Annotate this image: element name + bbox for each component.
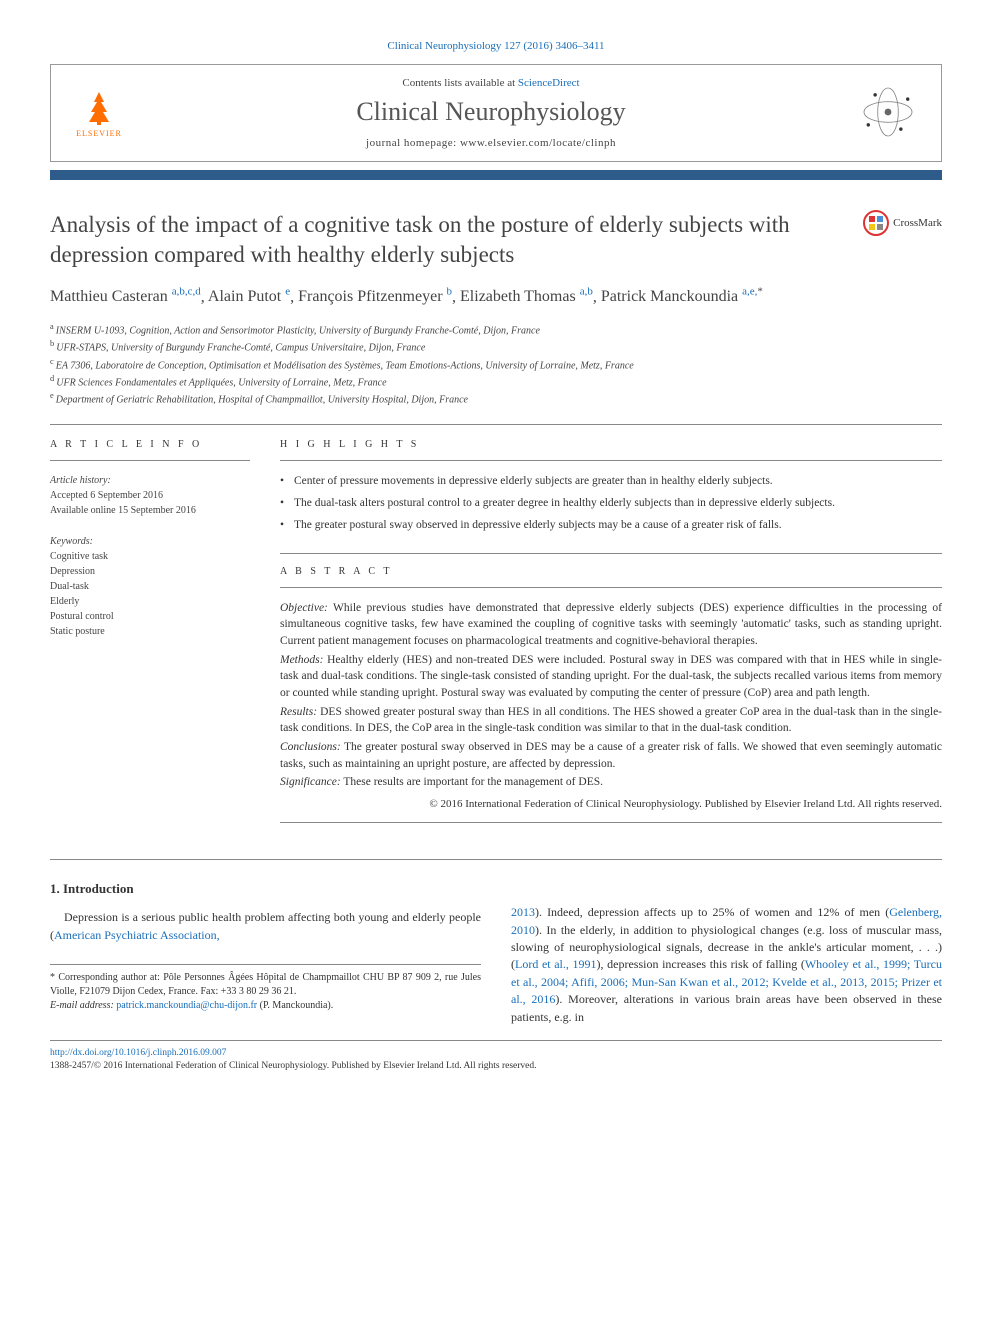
author: Elizabeth Thomas a,b: [460, 288, 593, 305]
affiliation: b UFR-STAPS, University of Burgundy Fran…: [50, 338, 942, 355]
abstract-body: Objective: While previous studies have d…: [280, 600, 942, 813]
author-affil-ref: a,e,: [742, 286, 757, 298]
methods-label: Methods:: [280, 654, 323, 666]
article-title: Analysis of the impact of a cognitive ta…: [50, 210, 863, 270]
sciencedirect-link[interactable]: ScienceDirect: [518, 77, 580, 89]
crossmark-badge[interactable]: CrossMark: [863, 210, 942, 236]
author-affil-ref: a,b: [580, 286, 593, 298]
page-footer: http://dx.doi.org/10.1016/j.clinph.2016.…: [50, 1040, 942, 1074]
results-text: DES showed greater postural sway than HE…: [280, 706, 942, 735]
keyword: Elderly: [50, 594, 250, 609]
ref-2013[interactable]: 2013: [511, 905, 535, 919]
highlights-head: H I G H L I G H T S: [280, 439, 942, 450]
abstract-copyright: © 2016 International Federation of Clini…: [280, 797, 942, 812]
email-label: E-mail address:: [50, 1000, 114, 1011]
online-date: Available online 15 September 2016: [50, 505, 196, 516]
intro-heading: 1. Introduction: [50, 880, 481, 899]
highlights-list: Center of pressure movements in depressi…: [280, 473, 942, 535]
journal-reference: Clinical Neurophysiology 127 (2016) 3406…: [50, 40, 942, 52]
ref-lord[interactable]: Lord et al., 1991: [515, 957, 597, 971]
objective-text: While previous studies have demonstrated…: [280, 602, 942, 647]
corresponding-star: *: [757, 286, 763, 298]
journal-name: Clinical Neurophysiology: [129, 97, 853, 127]
accepted-date: Accepted 6 September 2016: [50, 490, 163, 501]
doi-link[interactable]: http://dx.doi.org/10.1016/j.clinph.2016.…: [50, 1048, 226, 1058]
author: Alain Putot e: [208, 288, 290, 305]
author: Matthieu Casteran a,b,c,d: [50, 288, 201, 305]
affiliation: d UFR Sciences Fondamentales et Appliqué…: [50, 373, 942, 390]
homepage-url[interactable]: www.elsevier.com/locate/clinph: [460, 137, 616, 149]
keyword: Postural control: [50, 609, 250, 624]
contents-prefix: Contents lists available at: [402, 77, 517, 89]
author-affil-ref: a,b,c,d: [172, 286, 201, 298]
journal-header: ELSEVIER Contents lists available at Sci…: [50, 64, 942, 162]
keyword: Cognitive task: [50, 549, 250, 564]
corr-email[interactable]: patrick.manckoundia@chu-dijon.fr: [116, 1000, 257, 1011]
author: Patrick Manckoundia a,e,*: [601, 288, 763, 305]
clinph-logo-icon: [858, 82, 918, 142]
corr-text: Corresponding author at: Pôle Personnes …: [50, 972, 481, 997]
results-label: Results:: [280, 706, 317, 718]
keyword: Depression: [50, 564, 250, 579]
abstract-column: H I G H L I G H T S Center of pressure m…: [280, 439, 942, 836]
significance-label: Significance:: [280, 776, 341, 788]
keyword: Static posture: [50, 624, 250, 639]
elsevier-label: ELSEVIER: [76, 129, 122, 138]
abstract-head: A B S T R A C T: [280, 566, 942, 577]
journal-logo: [853, 77, 923, 147]
issn-line: 1388-2457/© 2016 International Federatio…: [50, 1061, 537, 1071]
author: François Pfitzenmeyer b: [298, 288, 452, 305]
objective-label: Objective:: [280, 602, 328, 614]
full-divider: [50, 859, 942, 860]
homepage-prefix: journal homepage:: [366, 137, 460, 149]
history-label: Article history:: [50, 475, 111, 486]
keyword: Dual-task: [50, 579, 250, 594]
crossmark-label: CrossMark: [893, 217, 942, 229]
authors-list: Matthieu Casteran a,b,c,d, Alain Putot e…: [50, 284, 942, 309]
conclusions-label: Conclusions:: [280, 741, 341, 753]
body-text: 1. Introduction Depression is a serious …: [50, 880, 942, 1026]
affiliations-list: a INSERM U-1093, Cognition, Action and S…: [50, 321, 942, 408]
intro-para-col2: 2013). Indeed, depression affects up to …: [511, 904, 942, 1026]
intro-para-col1: Depression is a serious public health pr…: [50, 909, 481, 944]
highlight-item: Center of pressure movements in depressi…: [280, 473, 942, 490]
significance-text: These results are important for the mana…: [343, 776, 603, 788]
highlight-item: The dual-task alters postural control to…: [280, 495, 942, 512]
ref-apa[interactable]: American Psychiatric Association,: [54, 928, 220, 942]
corresponding-note: * Corresponding author at: Pôle Personne…: [50, 964, 481, 1013]
elsevier-logo: ELSEVIER: [69, 77, 129, 147]
affiliation: a INSERM U-1093, Cognition, Action and S…: [50, 321, 942, 338]
corr-name: (P. Manckoundia).: [260, 1000, 334, 1011]
affiliation: c EA 7306, Laboratoire de Conception, Op…: [50, 356, 942, 373]
highlight-item: The greater postural sway observed in de…: [280, 517, 942, 534]
elsevier-tree-icon: [79, 87, 119, 127]
divider: [50, 424, 942, 425]
crossmark-icon: [863, 210, 889, 236]
corr-star: *: [50, 972, 55, 983]
conclusions-text: The greater postural sway observed in DE…: [280, 741, 942, 770]
accent-bar: [50, 170, 942, 180]
methods-text: Healthy elderly (HES) and non-treated DE…: [280, 654, 942, 699]
affiliation: e Department of Geriatric Rehabilitation…: [50, 390, 942, 407]
contents-available: Contents lists available at ScienceDirec…: [129, 77, 853, 89]
journal-homepage: journal homepage: www.elsevier.com/locat…: [129, 137, 853, 149]
article-info-column: A R T I C L E I N F O Article history: A…: [50, 439, 250, 836]
keywords-label: Keywords:: [50, 536, 93, 547]
article-info-head: A R T I C L E I N F O: [50, 439, 250, 450]
